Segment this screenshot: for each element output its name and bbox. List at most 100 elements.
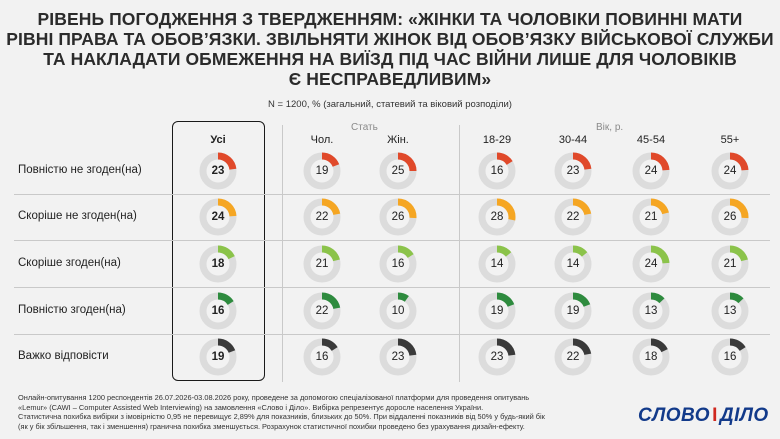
donut-arc [379, 338, 417, 376]
donut-mark: 14 [477, 244, 517, 284]
page-title: РІВЕНЬ ПОГОДЖЕННЯ З ТВЕРДЖЕННЯМ: «ЖІНКИ … [0, 9, 780, 89]
group-label-age: Вік, р. [596, 122, 624, 133]
donut-arc [711, 198, 749, 236]
donut-value-label: 25 [391, 165, 405, 177]
donut-arc [632, 198, 670, 236]
donut-value-label: 26 [391, 211, 405, 223]
column-header: Жін. [387, 134, 409, 146]
logo-word-right: ДІЛО [719, 405, 769, 426]
donut-arc [199, 292, 237, 330]
donut-value-label: 18 [211, 258, 225, 270]
donut-arc [632, 152, 670, 190]
donut-arc [478, 338, 516, 376]
donut-arc [199, 152, 237, 190]
row-label: Скоріше не згоден(на) [18, 210, 137, 222]
donut-mark: 14 [553, 244, 593, 284]
donut-mark: 28 [477, 197, 517, 237]
donut-arc [379, 152, 417, 190]
donut-arc [711, 292, 749, 330]
row-divider [14, 334, 770, 335]
group-divider [459, 125, 460, 382]
donut-value-label: 23 [211, 165, 225, 177]
donut-value-label: 21 [723, 258, 737, 270]
highlight-column-box [172, 121, 265, 381]
donut-mark: 16 [710, 337, 750, 377]
donut-arc [379, 245, 417, 283]
donut-mark: 18 [631, 337, 671, 377]
donut-mark: 13 [710, 291, 750, 331]
donut-mark: 24 [198, 197, 238, 237]
donut-value-label: 22 [315, 305, 329, 317]
donut-arc [711, 152, 749, 190]
donut-value-label: 19 [315, 165, 329, 177]
donut-arc [303, 245, 341, 283]
donut-mark: 16 [198, 291, 238, 331]
donut-mark: 21 [710, 244, 750, 284]
donut-value-label: 22 [566, 211, 580, 223]
donut-arc [199, 198, 237, 236]
donut-mark: 23 [378, 337, 418, 377]
donut-mark: 21 [631, 197, 671, 237]
donut-value-label: 28 [490, 211, 504, 223]
donut-arc [379, 292, 417, 330]
donut-mark: 22 [302, 197, 342, 237]
donut-arc [199, 338, 237, 376]
column-header: 45-54 [636, 134, 666, 146]
donut-arc [554, 198, 592, 236]
donut-mark: 22 [302, 291, 342, 331]
donut-mark: 24 [710, 151, 750, 191]
donut-mark: 23 [198, 151, 238, 191]
donut-mark: 19 [477, 291, 517, 331]
donut-arc [632, 338, 670, 376]
row-label: Повністю не згоден(на) [18, 164, 142, 176]
donut-arc [711, 338, 749, 376]
title-line: РІВЕНЬ ПОГОДЖЕННЯ З ТВЕРДЖЕННЯМ: «ЖІНКИ … [37, 9, 743, 29]
donut-value-label: 16 [211, 305, 225, 317]
donut-arc [303, 292, 341, 330]
logo-word-left: СЛОВО [638, 405, 711, 426]
footer-line: «Lemur» (CAWI – Computer Assisted Web In… [18, 402, 484, 412]
title-line: ТА НАКЛАДАТИ ОБМЕЖЕННЯ НА ВИЇЗД ПІД ЧАС … [43, 49, 737, 69]
title-line: РІВНІ ПРАВА ТА ОБОВ’ЯЗКИ. ЗВІЛЬНЯТИ ЖІНО… [6, 29, 774, 49]
donut-arc [711, 245, 749, 283]
donut-mark: 23 [553, 151, 593, 191]
donut-value-label: 22 [315, 211, 329, 223]
donut-arc [554, 292, 592, 330]
donut-mark: 19 [198, 337, 238, 377]
title-line: Є НЕСПРАВЕДЛИВИМ» [288, 69, 492, 89]
donut-value-label: 21 [315, 258, 329, 270]
donut-arc [303, 152, 341, 190]
donut-value-label: 24 [723, 165, 737, 177]
donut-mark: 21 [302, 244, 342, 284]
donut-value-label: 14 [566, 258, 580, 270]
donut-value-label: 13 [723, 305, 737, 317]
row-label: Важко відповісти [18, 350, 109, 362]
logo-separator: І [712, 405, 718, 426]
column-header: 55+ [720, 134, 740, 146]
donut-arc [379, 198, 417, 236]
donut-arc [303, 198, 341, 236]
donut-value-label: 16 [490, 165, 504, 177]
donut-arc [478, 152, 516, 190]
donut-value-label: 19 [566, 305, 580, 317]
donut-value-label: 24 [644, 258, 658, 270]
donut-value-label: 21 [644, 211, 658, 223]
donut-mark: 19 [302, 151, 342, 191]
group-divider [282, 125, 283, 382]
donut-value-label: 26 [723, 211, 737, 223]
donut-arc [478, 198, 516, 236]
donut-value-label: 16 [723, 351, 737, 363]
footer-line: Онлайн-опитування 1200 респондентів 26.0… [18, 393, 530, 402]
donut-value-label: 22 [566, 351, 580, 363]
donut-value-label: 23 [566, 165, 580, 177]
column-header: Усі [210, 134, 226, 146]
donut-arc [632, 245, 670, 283]
subtitle: N = 1200, % (загальний, статевий та віко… [268, 99, 512, 110]
donut-mark: 13 [631, 291, 671, 331]
donut-mark: 16 [378, 244, 418, 284]
row-label: Скоріше згоден(на) [18, 257, 121, 269]
donut-mark: 23 [477, 337, 517, 377]
donut-value-label: 14 [490, 258, 504, 270]
donut-arc [554, 245, 592, 283]
donut-mark: 18 [198, 244, 238, 284]
